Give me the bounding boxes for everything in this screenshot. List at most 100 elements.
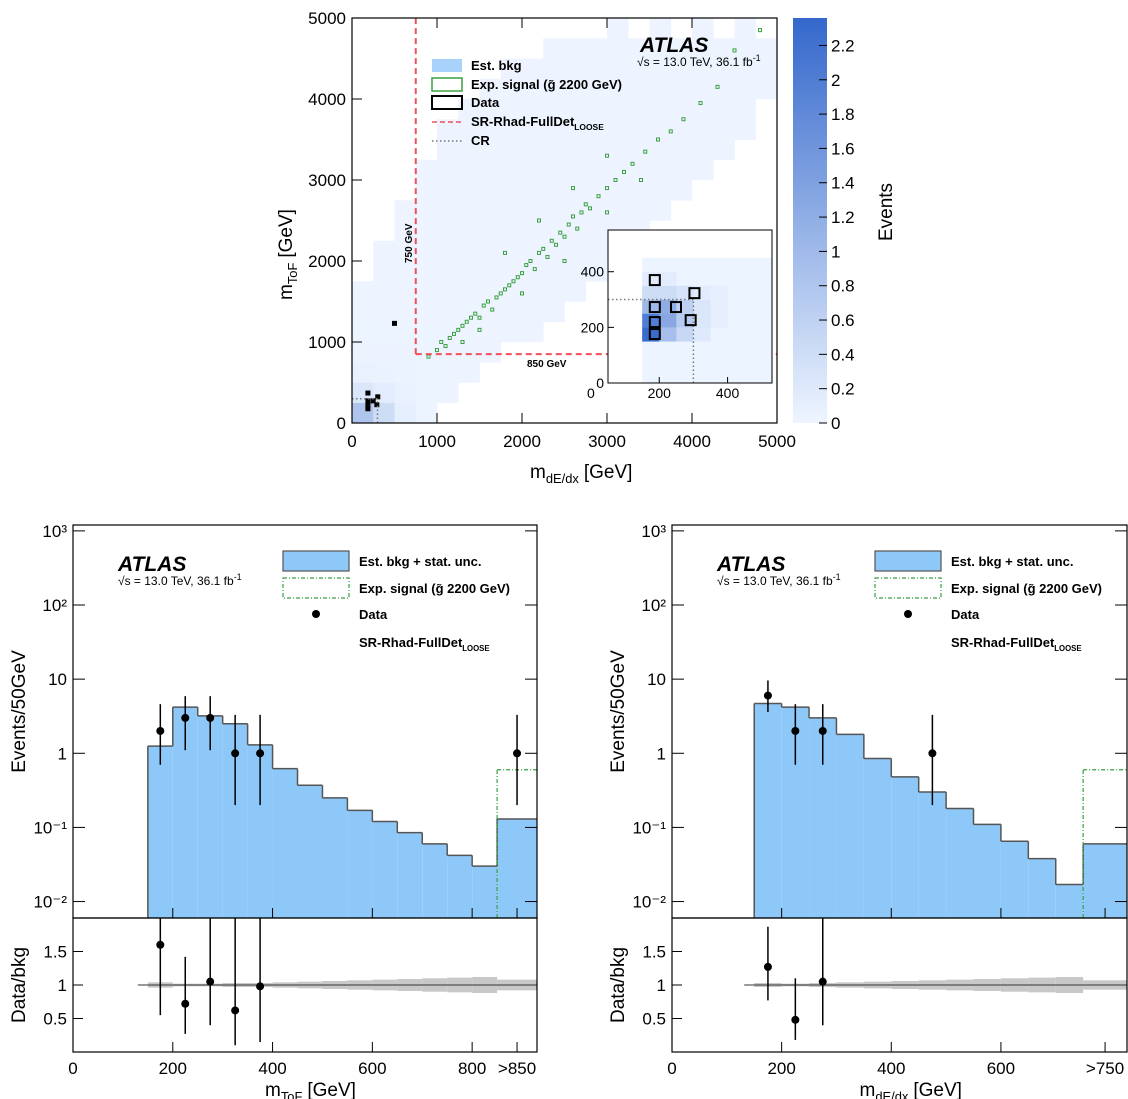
bkg-bar [447, 855, 473, 918]
bkg-cell [734, 99, 757, 120]
z-tick-label: 1.6 [831, 139, 855, 158]
signal-point [571, 214, 575, 219]
legend-entry: Est. bkg + stat. unc. [359, 554, 481, 569]
signal-point [503, 287, 507, 292]
x-tick-label: 600 [987, 1059, 1015, 1078]
bkg-cell [437, 180, 459, 201]
ratio-y-tick-label: 1 [657, 976, 666, 995]
bkg-cell [692, 38, 714, 59]
x-axis-label: mdE/dx [GeV] [530, 462, 632, 486]
x-tick-label: >750 [1086, 1059, 1124, 1078]
bkg-cell [585, 159, 608, 181]
energy-label: √s = 13.0 TeV, 36.1 fb-1 [717, 572, 841, 588]
signal-point [520, 271, 524, 276]
legend-swatch [282, 577, 350, 599]
bkg-bar [322, 797, 348, 918]
x-axis-label-unit: [GeV] [584, 462, 633, 483]
legend-name: SR-Rhad-FullDet [951, 635, 1055, 650]
bkg-cell [394, 240, 417, 262]
legend-swatch [431, 77, 463, 92]
legend-name: SR-Rhad-FullDet [471, 114, 575, 129]
bkg-cell [415, 261, 438, 282]
bkg-cell [628, 200, 650, 221]
inset-x-tick-label: 0 [587, 385, 595, 401]
bkg-cell [607, 99, 629, 120]
bkg-bar [836, 734, 864, 918]
x-axis-label-main: m [860, 1080, 876, 1099]
signal-point [698, 101, 703, 106]
inset-bkg-cell [693, 299, 711, 314]
x-axis-label-unit: [GeV] [307, 1080, 356, 1099]
legend-name: SR-Rhad-FullDet [359, 635, 463, 650]
bkg-cell [373, 342, 395, 363]
bkg-cell [713, 58, 735, 80]
y-axis-label-unit: [GeV] [276, 209, 297, 258]
inset-data-point [669, 301, 682, 314]
legend-name: CR [471, 133, 490, 148]
bkg-cell [564, 38, 587, 59]
bkg-bar [973, 824, 1001, 918]
bkg-cell [628, 180, 650, 201]
inset-y-tick-label: 200 [581, 319, 605, 335]
data-point [392, 320, 397, 326]
bkg-cell [373, 402, 395, 423]
signal-point [732, 48, 737, 53]
bkg-cell [500, 119, 523, 140]
bkg-cell [543, 301, 565, 323]
legend-entry: Exp. signal (g̃ 2200 GeV) [359, 581, 510, 596]
inset-data-point [648, 274, 661, 287]
bkg-cell [713, 78, 735, 100]
bkg-cell [394, 342, 417, 363]
inset-x-tick-label: 200 [648, 385, 672, 401]
bkg-bar [918, 792, 947, 918]
bkg-cell [585, 78, 608, 100]
inset-bkg-cell [676, 327, 694, 342]
bkg-cell [670, 180, 693, 201]
bkg-cell [628, 119, 650, 140]
inset-bkg-cell [642, 313, 660, 328]
inset-bkg-cell [710, 313, 728, 328]
bkg-cell [479, 78, 502, 100]
bkg-cell [415, 159, 438, 181]
signal-point [443, 344, 448, 349]
legend-sub: LOOSE [1054, 644, 1081, 653]
bkg-cell [479, 99, 502, 120]
bkg-cell [543, 119, 565, 140]
bkg-cell [692, 18, 714, 39]
x-axis-label: mdE/dx [GeV] [860, 1080, 962, 1099]
bkg-cell [670, 99, 693, 120]
bkg-cell [585, 240, 608, 262]
legend-entry: Exp. signal (g̃ 2200 GeV) [951, 581, 1102, 596]
energy-sup: -1 [753, 53, 761, 63]
bkg-cell [564, 261, 587, 282]
signal-point [473, 311, 478, 316]
signal-point [477, 315, 482, 320]
legend-entry: Exp. signal (g̃ 2200 GeV) [471, 77, 622, 92]
legend-entry: Est. bkg [471, 58, 522, 73]
bkg-cell [415, 180, 438, 201]
bkg-cell [585, 119, 608, 140]
signal-point [643, 149, 648, 154]
y-tick-label: 10 [647, 670, 666, 689]
bkg-cell [458, 301, 480, 323]
bkg-cell [437, 261, 459, 282]
bkg-cell [585, 200, 608, 221]
signal-point [630, 161, 635, 166]
inset-bkg-cell [710, 299, 728, 314]
energy-text: √s = 13.0 TeV, 36.1 fb [118, 574, 234, 588]
bkg-cell [585, 180, 608, 201]
bkg-cell [543, 180, 565, 201]
x-tick-label: 3000 [588, 432, 626, 451]
bkg-cell [437, 240, 459, 262]
main-panel [147, 696, 537, 918]
signal-point [562, 234, 567, 239]
signal-point [622, 169, 626, 174]
bkg-cell [500, 99, 523, 120]
bkg-cell [670, 119, 693, 140]
bkg-cell [458, 342, 480, 363]
bkg-cell [585, 58, 608, 80]
bkg-cell [543, 139, 565, 161]
bkg-cell [500, 180, 523, 201]
bkg-cell [692, 119, 714, 140]
bkg-bar [754, 703, 782, 918]
